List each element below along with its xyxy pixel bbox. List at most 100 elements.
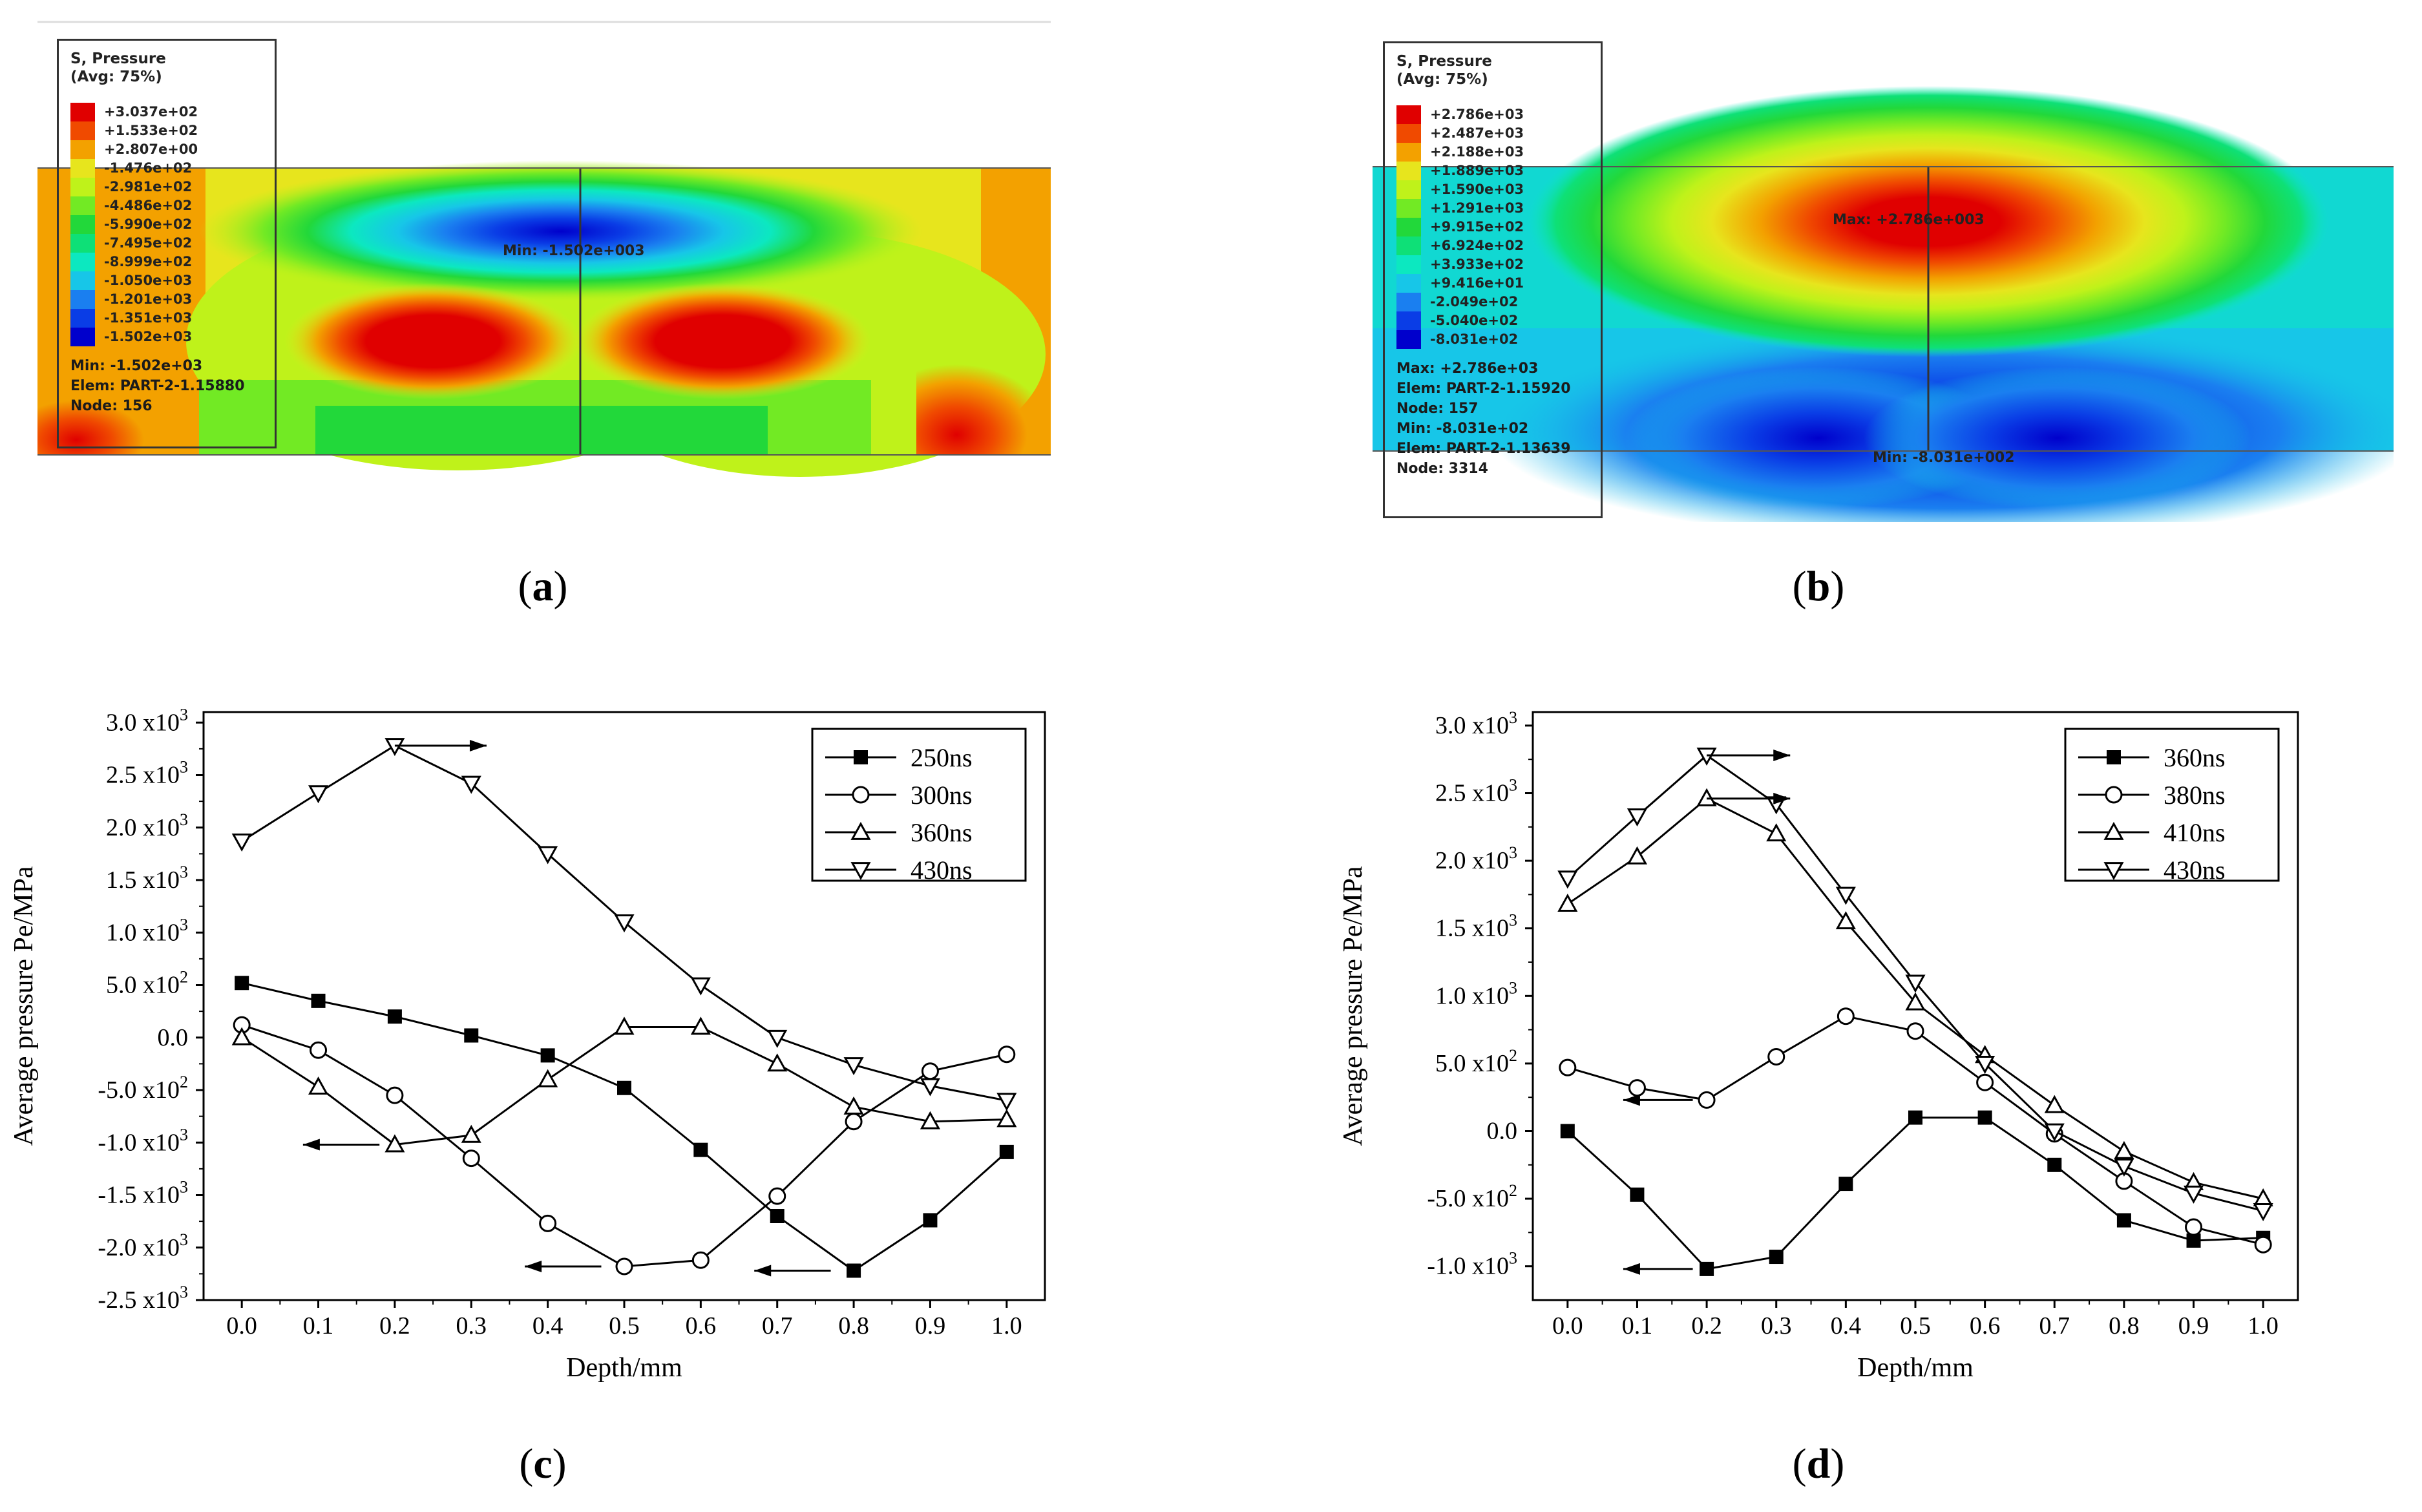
- data-point-triangle-up: [1905, 992, 1926, 1011]
- legend-entry: -1.351e+03: [70, 309, 264, 328]
- max-label-b: Max: +2.786e+003: [1833, 212, 1985, 228]
- legend-frame: [811, 728, 1027, 882]
- legend-entry: +6.924e+02: [1396, 236, 1590, 255]
- data-point-circle: [1767, 1047, 1785, 1066]
- y-tick-label: -2.5 x103: [98, 1283, 188, 1314]
- data-point-triangle-down: [2114, 1158, 2134, 1177]
- data-point-triangle-up: [2103, 821, 2124, 840]
- data-point-triangle-up: [767, 1053, 788, 1072]
- data-point-square: [2107, 750, 2121, 764]
- data-point-square: [1838, 1177, 1853, 1192]
- data-point-triangle-down: [850, 862, 871, 881]
- arrow-head: [1623, 1263, 1640, 1275]
- legend-entry: -5.040e+02: [1396, 311, 1590, 330]
- legend-item: 250ns: [825, 743, 973, 772]
- legend-entry: +1.533e+02: [70, 121, 264, 140]
- data-point-circle: [2254, 1235, 2272, 1254]
- data-point-square: [2047, 1157, 2062, 1172]
- legend-subtitle-b: (Avg: 75%): [1396, 71, 1488, 88]
- series-line: [1567, 1015, 2264, 1246]
- legend-value: -1.201e+03: [104, 291, 193, 307]
- legend-entry: +1.291e+03: [1396, 199, 1590, 218]
- legend-swatch: [70, 253, 95, 271]
- annotation-arrow: [394, 740, 487, 751]
- y-tick-label: -5.0 x102: [1427, 1181, 1517, 1212]
- data-point-triangle-up: [538, 1069, 558, 1087]
- contour-plot-b: Max: +2.786e+003 Min: -8.031e+002: [1373, 18, 2394, 522]
- data-point-triangle-up: [231, 1027, 252, 1045]
- y-tick-label: -1.0 x103: [98, 1125, 188, 1156]
- x-tick-label: 0.1: [303, 1312, 334, 1339]
- data-point-square: [617, 1080, 631, 1095]
- y-axis-label: Average pressure Pe/MPa: [1338, 866, 1368, 1146]
- legend-value: +2.188e+03: [1430, 144, 1524, 160]
- arrow-head: [469, 740, 487, 751]
- series-430ns: [231, 738, 1017, 1111]
- legend-info-line: Elem: PART-2-1.13639: [1396, 441, 1571, 457]
- x-tick-label: 0.5: [1900, 1312, 1931, 1339]
- data-point-circle: [2185, 1218, 2203, 1236]
- legend-label: 430ns: [2164, 856, 2226, 885]
- data-point-circle: [852, 786, 870, 804]
- panel-c: 3.0 x103 2.5 x103 2.0 x103 1.5 x103 1.0 x103…: [0, 672, 1211, 1512]
- data-point-circle: [1559, 1058, 1577, 1076]
- legend-value: -8.999e+02: [104, 254, 193, 269]
- series-430ns: [1557, 748, 2273, 1222]
- legend-label: 360ns: [911, 818, 973, 847]
- contour-legend-b: S, Pressure (Avg: 75%) +2.786e+03 +2.487e…: [1383, 41, 1603, 518]
- legend-item: 300ns: [825, 781, 973, 810]
- legend-entry: -1.502e+03: [70, 328, 264, 346]
- legend-entry: -8.031e+02: [1396, 330, 1590, 349]
- legend-value: -7.495e+02: [104, 235, 193, 251]
- data-point-square: [1630, 1187, 1645, 1202]
- data-point-triangle-up: [2114, 1140, 2134, 1159]
- legend-info-line: Node: 156: [70, 398, 153, 414]
- data-point-circle: [691, 1251, 710, 1269]
- legend-swatch: [1396, 274, 1421, 293]
- legend-entry: +2.786e+03: [1396, 105, 1590, 124]
- legend-swatch: [70, 103, 95, 121]
- x-tick-label: 1.0: [991, 1312, 1022, 1339]
- data-point-square: [387, 1009, 402, 1024]
- legend-item: 360ns: [2078, 743, 2226, 772]
- annotation-arrow: [1707, 749, 1791, 761]
- arrow-head: [302, 1139, 320, 1151]
- data-point-square: [311, 993, 326, 1008]
- line-chart-d: 3.0 x103 2.5 x103 2.0 x103 1.5 x103 1.0 x103…: [1338, 708, 2299, 1383]
- legend-info-line: Max: +2.786e+03: [1396, 361, 1539, 377]
- legend-swatch: [70, 159, 95, 178]
- legend-swatch: [70, 215, 95, 234]
- data-point-circle: [998, 1045, 1016, 1064]
- legend-swatch: [1396, 199, 1421, 218]
- legend-frame: [2064, 728, 2280, 882]
- x-tick-label: 0.0: [226, 1312, 257, 1339]
- legend-entry: +1.590e+03: [1396, 180, 1590, 199]
- data-point-triangle-down: [614, 914, 635, 933]
- arrow-head: [1773, 792, 1791, 804]
- data-point-triangle-up: [308, 1076, 329, 1095]
- data-point-square: [854, 750, 868, 764]
- data-point-triangle-down: [767, 1029, 788, 1048]
- data-point-circle: [845, 1113, 863, 1131]
- legend-item: 430ns: [825, 856, 973, 885]
- x-tick-label: 0.8: [2109, 1312, 2140, 1339]
- panel-a: Min: -1.502e+003 S, Pressure (Avg: 75%) …: [0, 0, 1211, 646]
- y-tick-label: 1.5 x103: [1435, 911, 1517, 942]
- chart-legend: 250ns 300ns 360ns 430ns: [811, 728, 1027, 885]
- y-tick-label: -1.5 x103: [98, 1178, 188, 1209]
- legend-value: -1.351e+03: [104, 310, 193, 326]
- legend-value: +1.889e+03: [1430, 163, 1524, 178]
- x-tick-label: 0.2: [1691, 1312, 1722, 1339]
- contour-plot-a: Min: -1.502e+003: [37, 18, 1051, 522]
- data-point-triangle-up: [614, 1016, 635, 1035]
- legend-value: +6.924e+02: [1430, 238, 1524, 253]
- y-tick-label: 2.0 x103: [106, 810, 188, 841]
- legend-entry: +2.807e+00: [70, 140, 264, 159]
- caption-c: (c): [519, 1440, 567, 1487]
- legend-swatch: [70, 234, 95, 253]
- legend-title-a: S, Pressure: [70, 50, 166, 67]
- x-tick-label: 0.4: [1831, 1312, 1862, 1339]
- legend-swatch: [1396, 255, 1421, 274]
- x-tick-label: 0.4: [532, 1312, 563, 1339]
- legend-swatch: [70, 328, 95, 346]
